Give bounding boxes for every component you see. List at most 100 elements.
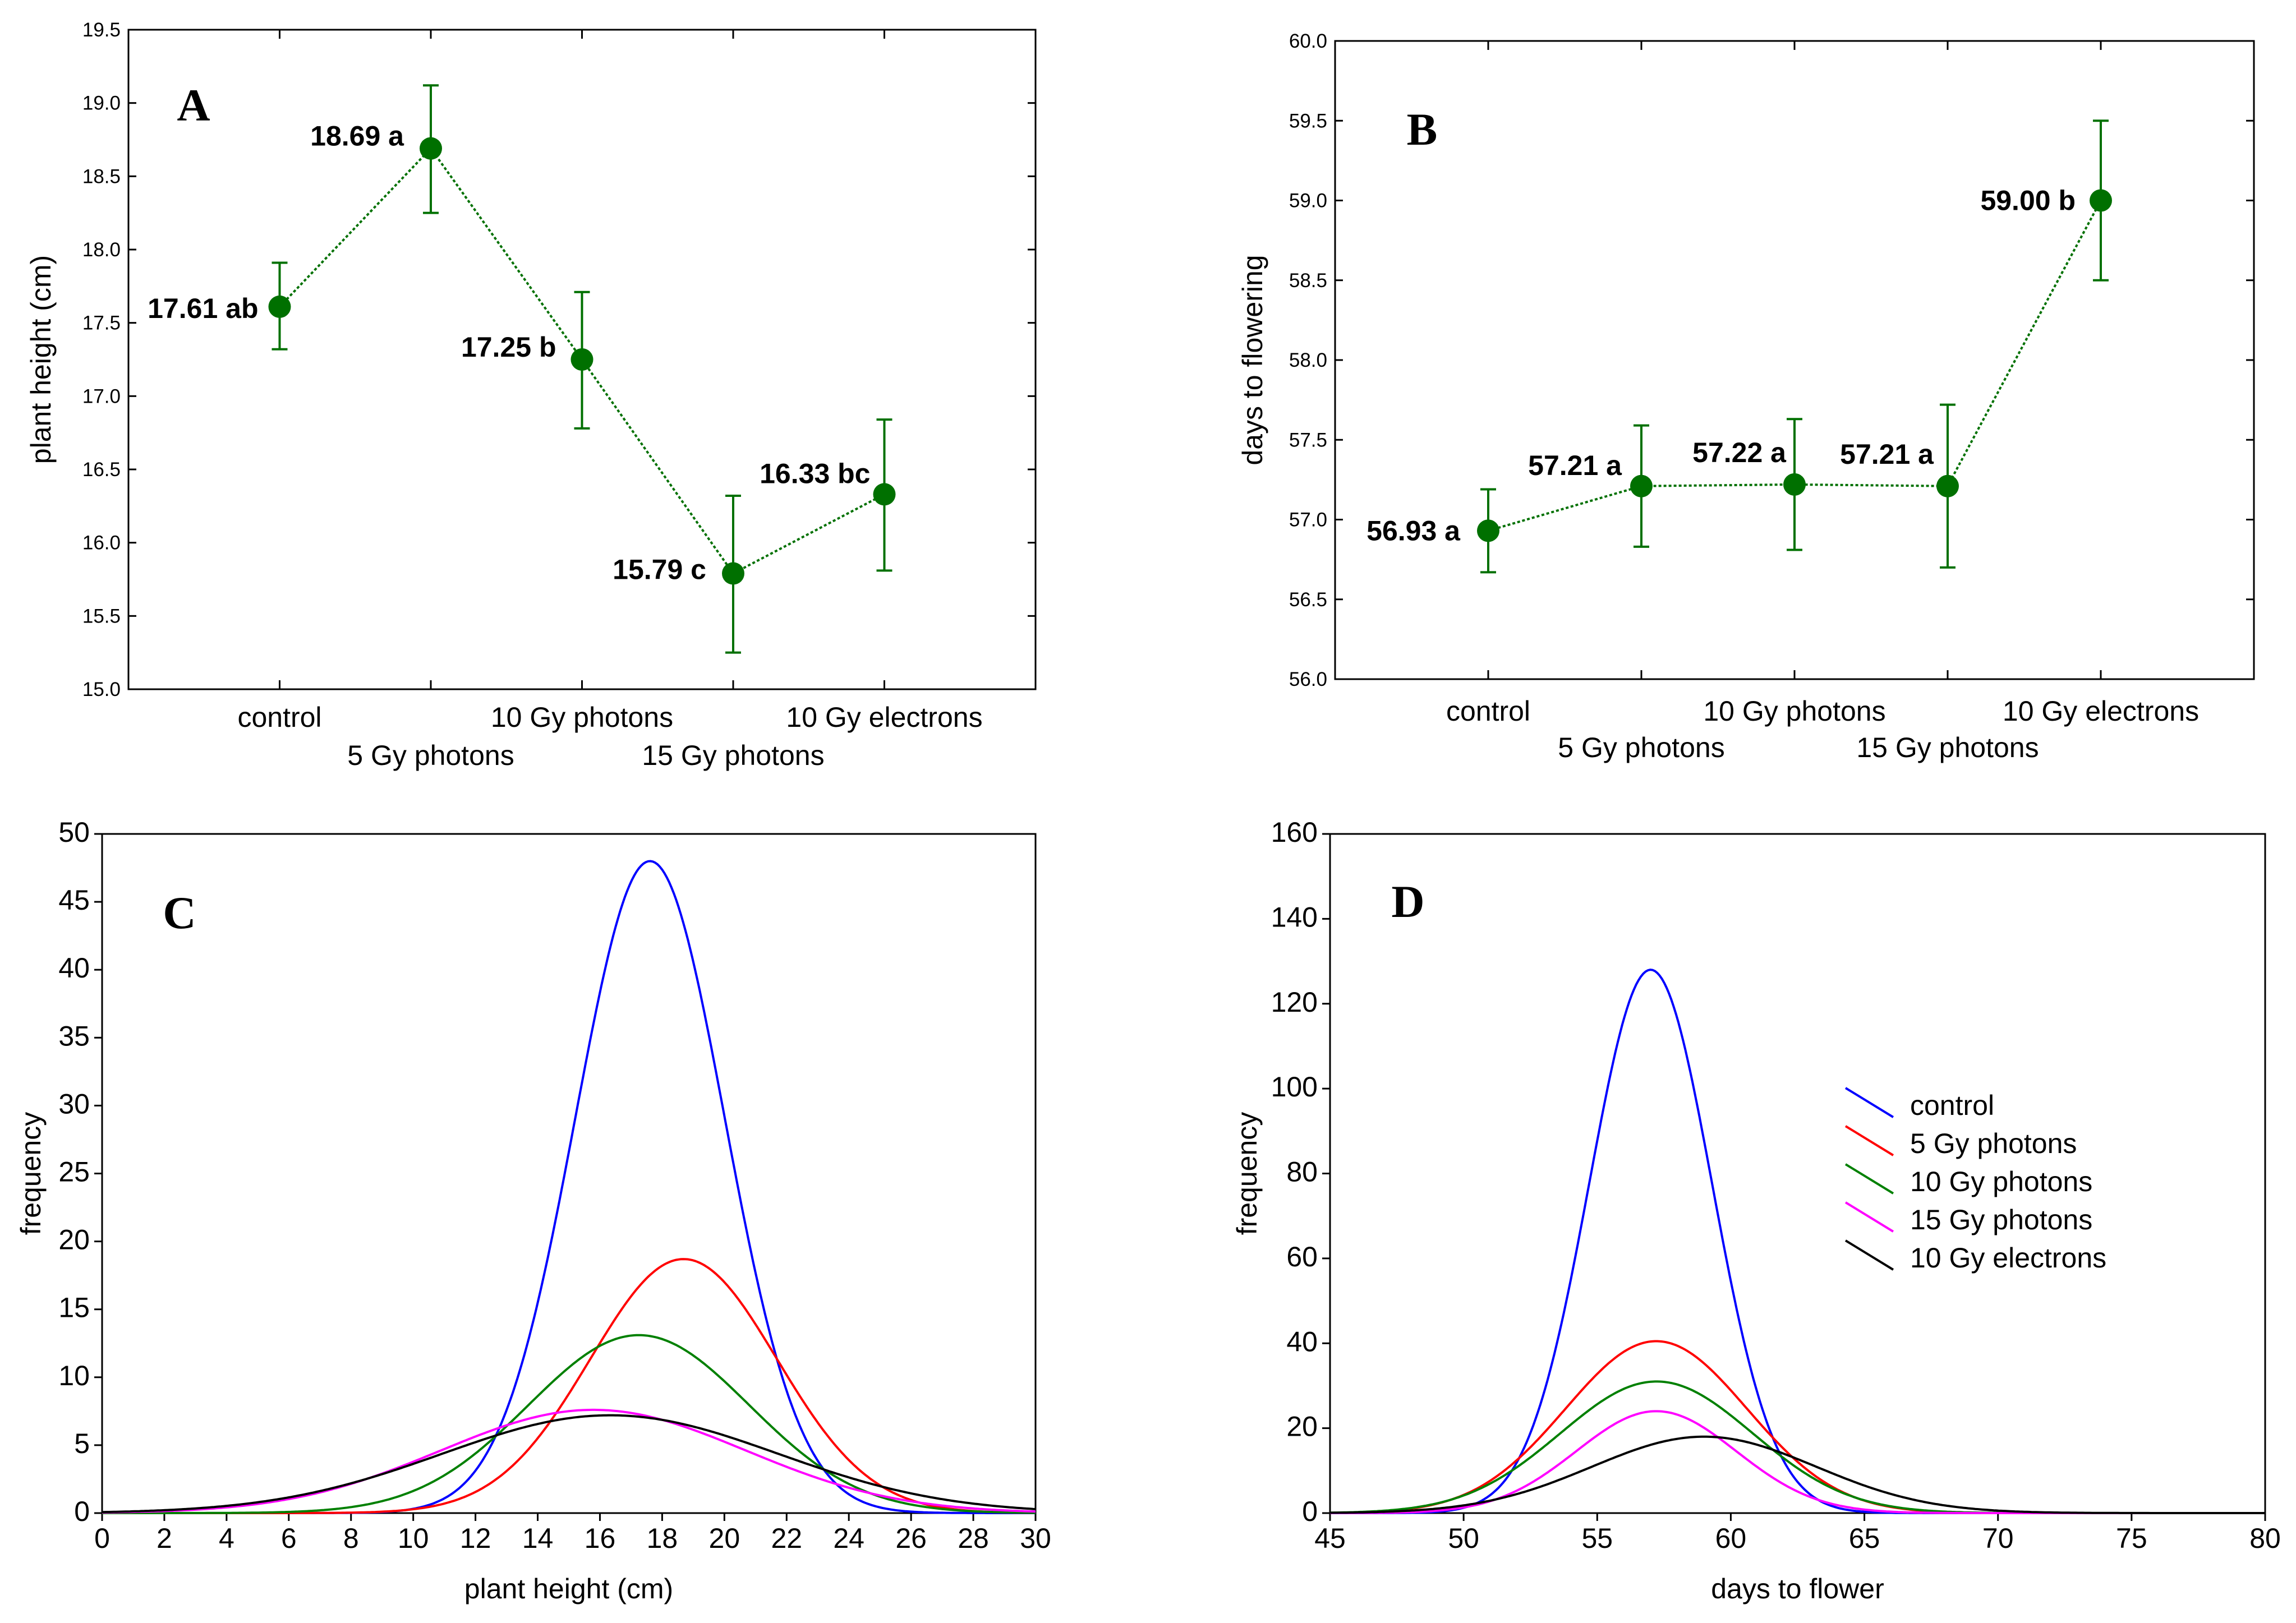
data-point — [2090, 189, 2112, 212]
y-tick-label: 40 — [58, 952, 90, 984]
x-tick-label: 80 — [2249, 1523, 2281, 1554]
legend-swatch-10-gy-electrons — [1844, 1239, 1894, 1271]
x-category-label: 15 Gy photons — [642, 740, 824, 771]
y-tick-label: 60 — [1286, 1241, 1318, 1272]
y-tick-label: 25 — [58, 1156, 90, 1188]
data-point — [570, 348, 593, 371]
legend-label: 5 Gy photons — [1910, 1128, 2077, 1159]
y-tick-label: 35 — [58, 1020, 90, 1052]
y-tick-label: 57.0 — [1289, 509, 1327, 531]
curve-10-gy-electrons — [1329, 1435, 2265, 1514]
x-tick-label: 65 — [1849, 1523, 1880, 1554]
y-tick-label: 18.0 — [82, 239, 121, 261]
x-tick-label: 28 — [958, 1523, 989, 1554]
data-point — [722, 562, 744, 585]
data-point — [1936, 474, 1959, 497]
x-tick-label: 60 — [1715, 1523, 1747, 1554]
y-tick-label: 18.5 — [82, 165, 121, 187]
panel-letter: B — [1407, 104, 1438, 155]
x-tick-label: 10 — [398, 1523, 429, 1554]
y-tick-label: 17.5 — [82, 312, 121, 334]
x-category-label: 5 Gy photons — [1558, 732, 1724, 763]
y-tick-label: 19.0 — [82, 93, 121, 114]
y-tick-label: 30 — [58, 1088, 90, 1119]
curve-10-gy-photons — [102, 1334, 1036, 1514]
curve-5-gy-photons — [102, 1258, 1036, 1514]
y-tick-label: 100 — [1271, 1071, 1318, 1103]
curve-10-gy-photons — [1329, 1380, 2265, 1514]
x-tick-label: 30 — [1020, 1523, 1051, 1554]
panel-letter: A — [177, 80, 210, 131]
y-tick-label: 50 — [58, 817, 90, 848]
data-point — [1477, 519, 1499, 542]
curve-5-gy-photons — [1330, 1340, 2265, 1514]
x-tick-label: 0 — [94, 1523, 110, 1554]
y-tick-label: 56.5 — [1289, 589, 1327, 611]
y-tick-label: 57.5 — [1289, 429, 1327, 451]
y-tick-label: 120 — [1271, 986, 1318, 1018]
x-tick-label: 24 — [833, 1523, 864, 1554]
x-tick-label: 6 — [281, 1523, 297, 1554]
y-tick-label: 17.0 — [82, 385, 121, 407]
x-tick-label: 75 — [2116, 1523, 2147, 1554]
panel-letter: C — [163, 887, 196, 938]
y-tick-label: 59.0 — [1289, 190, 1327, 212]
x-tick-label: 70 — [1982, 1523, 2014, 1554]
x-tick-label: 2 — [157, 1523, 172, 1554]
x-tick-label: 4 — [219, 1523, 234, 1554]
x-category-label: 10 Gy electrons — [786, 702, 982, 733]
legend-swatch-15-gy-photons — [1844, 1201, 1894, 1233]
x-tick-label: 45 — [1314, 1523, 1346, 1554]
panel-d: 0 20 40 60 80 100 120 140 160 45 50 55 60 65 70 75 80 fre… — [1231, 817, 2281, 1604]
y-tick-label: 16.0 — [82, 532, 121, 554]
x-tick-label: 50 — [1448, 1523, 1479, 1554]
legend-label: control — [1910, 1090, 1994, 1121]
y-tick-label: 80 — [1286, 1156, 1318, 1188]
y-tick-label: 15.5 — [82, 605, 121, 627]
panel-b: 56.0 56.5 57.0 57.5 58.0 58.5 59.0 59.5 60.0 cont… — [1237, 30, 2255, 763]
y-tick-label: 45 — [58, 884, 90, 916]
data-label: 17.25 b — [461, 331, 556, 363]
data-point — [268, 295, 291, 318]
x-tick-label: 26 — [895, 1523, 927, 1554]
legend-swatch-10-gy-photons — [1844, 1163, 1894, 1195]
y-tick-label: 5 — [74, 1428, 90, 1459]
data-label: 57.22 a — [1692, 437, 1787, 468]
y-tick-label: 58.5 — [1289, 270, 1327, 292]
x-category-label: 10 Gy photons — [1703, 695, 1885, 727]
x-tick-label: 55 — [1581, 1523, 1613, 1554]
data-label: 16.33 bc — [760, 458, 870, 489]
y-tick-label: 0 — [74, 1496, 90, 1527]
curve-15-gy-photons — [102, 1408, 1036, 1514]
x-tick-label: 18 — [647, 1523, 678, 1554]
x-category-label: 15 Gy photons — [1856, 732, 2039, 763]
x-tick-label: 12 — [460, 1523, 491, 1554]
x-category-label: 5 Gy photons — [347, 740, 514, 771]
y-tick-label: 16.5 — [82, 459, 121, 481]
y-tick-label: 20 — [1286, 1411, 1318, 1442]
x-category-label: 10 Gy electrons — [2003, 695, 2199, 727]
y-tick-label: 160 — [1271, 817, 1318, 848]
data-point — [873, 483, 896, 506]
y-tick-label: 60.0 — [1289, 30, 1327, 52]
data-point — [420, 137, 442, 160]
data-label: 17.61 ab — [148, 293, 258, 324]
data-point — [1783, 473, 1806, 496]
data-label: 59.00 b — [1980, 185, 2076, 216]
x-category-label: control — [1446, 695, 1530, 727]
plot-frame — [1334, 40, 2255, 680]
y-tick-label: 15.0 — [82, 679, 121, 700]
legend-swatch-control — [1844, 1087, 1894, 1118]
y-tick-label: 56.0 — [1289, 668, 1327, 690]
legend-label: 10 Gy photons — [1910, 1166, 2092, 1197]
x-tick-label: 16 — [585, 1523, 616, 1554]
y-tick-label: 140 — [1271, 901, 1318, 933]
data-label: 15.79 c — [613, 554, 706, 585]
panel-a: 15.0 15.5 16.0 16.5 17.0 17.5 18.0 18.5 19.0 19.5… — [25, 19, 1037, 771]
legend-label: 15 Gy photons — [1910, 1204, 2092, 1235]
series-line — [1488, 200, 2102, 532]
y-tick-label: 58.0 — [1289, 349, 1327, 371]
panel-letter: D — [1391, 876, 1424, 927]
